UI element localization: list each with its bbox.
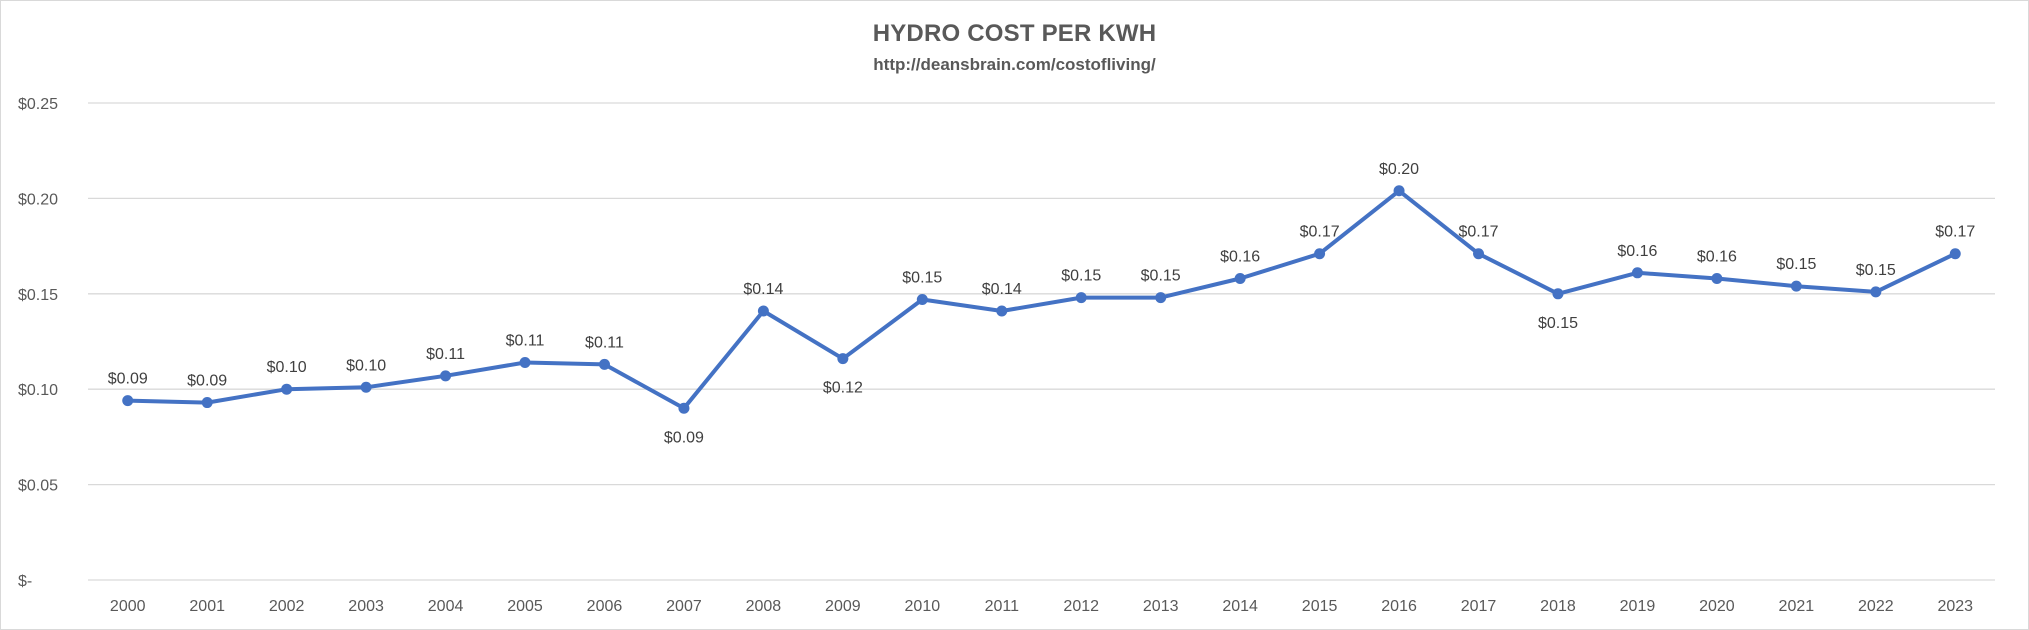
data-label: $0.17 <box>1458 224 1498 241</box>
x-tick-label: 2019 <box>1620 598 1656 615</box>
x-tick-label: 2011 <box>985 598 1020 615</box>
x-tick-label: 2009 <box>825 598 861 615</box>
data-point <box>1075 292 1087 304</box>
data-label: $0.15 <box>902 270 942 287</box>
x-tick-label: 2001 <box>189 598 225 615</box>
x-tick-label: 2008 <box>746 598 782 615</box>
data-point <box>1552 288 1564 300</box>
data-point <box>1631 267 1643 279</box>
x-tick-label: 2003 <box>348 598 384 615</box>
x-tick-label: 2018 <box>1540 598 1576 615</box>
data-label: $0.17 <box>1300 224 1340 241</box>
data-label: $0.12 <box>823 380 863 397</box>
data-label: $0.09 <box>664 429 704 446</box>
data-label: $0.14 <box>982 281 1022 298</box>
x-tick-label: 2010 <box>905 598 941 615</box>
series-line <box>125 188 1958 411</box>
x-tick-label: 2005 <box>507 598 543 615</box>
data-point <box>1790 280 1802 292</box>
data-point <box>1155 292 1167 304</box>
data-point <box>678 402 690 414</box>
data-label: $0.15 <box>1776 256 1816 273</box>
data-point <box>996 305 1008 317</box>
data-label: $0.09 <box>108 371 148 388</box>
y-tick-label: $0.20 <box>18 191 58 208</box>
series-price-line <box>125 188 1958 411</box>
y-tick-label: $0.10 <box>18 382 58 399</box>
y-tick-label: $0.05 <box>18 478 58 495</box>
x-tick-label: 2022 <box>1858 598 1894 615</box>
x-tick-label: 2017 <box>1461 598 1497 615</box>
x-tick-label: 2006 <box>587 598 623 615</box>
data-label: $0.11 <box>506 332 545 349</box>
y-tick-label: $0.15 <box>18 287 58 304</box>
data-point <box>122 395 134 407</box>
data-label: $0.16 <box>1617 243 1657 260</box>
y-tick-label: $- <box>18 573 32 590</box>
x-tick-label: 2015 <box>1302 598 1338 615</box>
data-label: $0.11 <box>585 334 624 351</box>
data-label: $0.09 <box>187 373 227 390</box>
data-label: $0.15 <box>1061 268 1101 285</box>
data-point-markers <box>122 185 1961 414</box>
chart-subtitle: http://deansbrain.com/costofliving/ <box>873 55 1156 74</box>
data-label: $0.15 <box>1856 262 1896 279</box>
x-axis-tick-labels: 2000 2001 2002 2003 2004 2005 2006 2007 2008 2009… <box>110 598 1973 615</box>
data-point <box>519 356 531 368</box>
x-tick-label: 2016 <box>1381 598 1417 615</box>
y-axis-tick-labels: $- $0.05 $0.10 $0.15 $0.20 $0.25 <box>18 96 58 590</box>
x-tick-label: 2012 <box>1063 598 1099 615</box>
gridlines <box>88 102 1995 581</box>
data-point <box>837 353 849 365</box>
data-label: $0.15 <box>1538 315 1578 332</box>
data-point <box>916 294 928 306</box>
data-point <box>360 381 372 393</box>
data-point <box>1949 248 1961 260</box>
data-point <box>1393 185 1405 197</box>
data-point <box>598 358 610 370</box>
data-labels: $0.09 $0.09 $0.10 $0.10 $0.11 $0.11 $0.11 $0.09… <box>108 161 1976 447</box>
data-label: $0.16 <box>1697 249 1737 266</box>
data-point <box>281 383 293 395</box>
x-tick-label: 2020 <box>1699 598 1735 615</box>
data-point <box>1711 273 1723 285</box>
data-label: $0.15 <box>1141 268 1181 285</box>
data-point <box>757 305 769 317</box>
y-tick-label: $0.25 <box>18 96 58 113</box>
x-tick-label: 2014 <box>1222 598 1258 615</box>
data-label: $0.14 <box>743 281 783 298</box>
data-label: $0.10 <box>267 359 307 376</box>
data-label: $0.17 <box>1935 224 1975 241</box>
chart-title: HYDRO COST PER KWH <box>872 20 1157 47</box>
x-tick-label: 2004 <box>428 598 464 615</box>
x-tick-label: 2000 <box>110 598 146 615</box>
x-tick-label: 2002 <box>269 598 305 615</box>
data-point <box>201 397 213 409</box>
data-point <box>1234 273 1246 285</box>
data-point <box>440 370 452 382</box>
data-label: $0.20 <box>1379 161 1419 178</box>
data-label: $0.10 <box>346 357 386 374</box>
data-label: $0.16 <box>1220 249 1260 266</box>
x-tick-label: 2023 <box>1937 598 1973 615</box>
x-tick-label: 2013 <box>1143 598 1179 615</box>
x-tick-label: 2007 <box>666 598 702 615</box>
x-tick-label: 2021 <box>1779 598 1815 615</box>
data-point <box>1870 286 1882 298</box>
data-label: $0.11 <box>426 346 465 363</box>
data-point <box>1314 248 1326 260</box>
data-point <box>1473 248 1485 260</box>
